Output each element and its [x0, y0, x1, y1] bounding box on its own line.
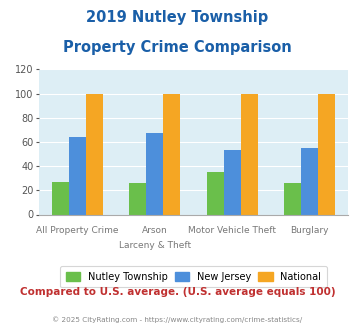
Bar — [241, 93, 258, 214]
Text: All Property Crime: All Property Crime — [37, 226, 119, 235]
Bar — [146, 133, 163, 214]
Bar — [163, 93, 180, 214]
Bar — [284, 183, 301, 214]
Text: Arson: Arson — [142, 226, 168, 235]
Bar — [69, 137, 86, 214]
Text: Property Crime Comparison: Property Crime Comparison — [63, 40, 292, 54]
Bar — [129, 183, 146, 214]
Bar — [207, 172, 224, 215]
Bar — [318, 93, 335, 214]
Bar — [86, 93, 103, 214]
Bar — [301, 148, 318, 214]
Bar — [224, 150, 241, 214]
Bar — [52, 182, 69, 214]
Text: Compared to U.S. average. (U.S. average equals 100): Compared to U.S. average. (U.S. average … — [20, 287, 335, 297]
Text: Burglary: Burglary — [290, 226, 328, 235]
Text: © 2025 CityRating.com - https://www.cityrating.com/crime-statistics/: © 2025 CityRating.com - https://www.city… — [53, 317, 302, 323]
Text: 2019 Nutley Township: 2019 Nutley Township — [86, 10, 269, 25]
Text: Motor Vehicle Theft: Motor Vehicle Theft — [188, 226, 276, 235]
Text: Larceny & Theft: Larceny & Theft — [119, 241, 191, 249]
Legend: Nutley Township, New Jersey, National: Nutley Township, New Jersey, National — [60, 266, 327, 287]
